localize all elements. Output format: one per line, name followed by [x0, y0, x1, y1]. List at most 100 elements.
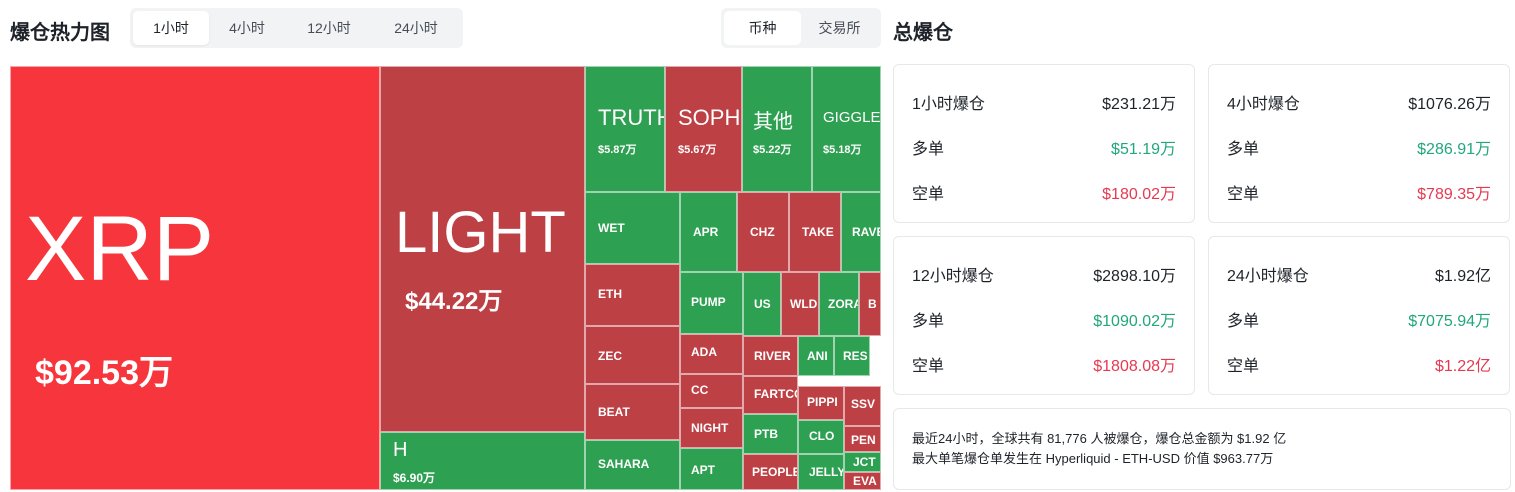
- card-12h: 12小时爆仓 $2898.10万 多单 $1090.02万 空单 $1808.08万: [893, 236, 1195, 395]
- total-liquidation-title: 总爆仓: [893, 22, 953, 44]
- heatmap-cell-pump[interactable]: PUMP: [680, 272, 743, 334]
- short-value: $789.35万: [1417, 186, 1491, 203]
- tab-4h[interactable]: 4小时: [229, 20, 265, 36]
- heatmap-cell-cc[interactable]: CC: [680, 374, 743, 408]
- cell-symbol: WET: [598, 221, 625, 235]
- cell-symbol: 其他: [753, 111, 793, 133]
- long-value: $51.19万: [1111, 141, 1176, 158]
- long-value: $7075.94万: [1408, 313, 1491, 330]
- short-value: $180.02万: [1102, 186, 1176, 203]
- heatmap-cell-river[interactable]: RIVER: [743, 336, 798, 376]
- cell-value: $5.22万: [753, 144, 792, 156]
- cell-symbol: JCT: [853, 455, 876, 469]
- heatmap-cell-apr[interactable]: APR: [680, 192, 737, 272]
- cell-symbol: ZORA: [828, 297, 859, 311]
- total-value: $231.21万: [1102, 96, 1176, 113]
- liquidation-summary: 最近24小时，全球共有 81,776 人被爆仓，爆仓总金额为 $1.92 亿 最…: [893, 408, 1511, 490]
- heatmap-cell-night[interactable]: NIGHT: [680, 408, 743, 448]
- heatmap-cell-wld[interactable]: WLD: [781, 272, 819, 336]
- period-label: 24小时爆仓: [1227, 268, 1309, 285]
- heatmap-cell-beat[interactable]: BEAT: [585, 384, 680, 440]
- total-value: $2898.10万: [1093, 268, 1176, 285]
- cell-symbol: B: [868, 297, 877, 311]
- cell-symbol: BEAT: [598, 405, 630, 419]
- heatmap-cell-eth[interactable]: ETH: [585, 264, 680, 326]
- period-label: 1小时爆仓: [912, 96, 985, 113]
- heatmap-cell-soph[interactable]: SOPH $5.67万: [665, 66, 742, 192]
- tab-exchange[interactable]: 交易所: [818, 20, 861, 36]
- short-label: 空单: [912, 186, 945, 203]
- cell-value: $44.22万: [405, 288, 503, 315]
- cell-symbol: TAKE: [802, 225, 834, 239]
- heatmap-cell-b[interactable]: B: [859, 272, 881, 336]
- heatmap-cell-rave[interactable]: RAVE: [841, 192, 881, 272]
- long-value: $1090.02万: [1093, 313, 1176, 330]
- heatmap-cell-pippi[interactable]: PIPPI: [798, 386, 844, 420]
- heatmap-cell-jct[interactable]: JCT: [844, 452, 881, 472]
- heatmap-cell-truth[interactable]: TRUTH $5.87万: [585, 66, 665, 192]
- heatmap-cell-其他[interactable]: 其他 $5.22万: [742, 66, 812, 192]
- period-label: 12小时爆仓: [912, 268, 994, 285]
- heatmap-cell-us[interactable]: US: [743, 272, 781, 336]
- heatmap-cell-zora[interactable]: ZORA: [819, 272, 859, 336]
- cell-symbol: APT: [691, 463, 715, 477]
- card-24h: 24小时爆仓 $1.92亿 多单 $7075.94万 空单 $1.22亿: [1208, 236, 1510, 395]
- heatmap-cell-light[interactable]: LIGHT $44.22万: [380, 66, 585, 432]
- cell-symbol: WLD: [790, 297, 818, 311]
- summary-line-1: 最近24小时，全球共有 81,776 人被爆仓，爆仓总金额为 $1.92 亿: [912, 431, 1287, 446]
- card-4h: 4小时爆仓 $1076.26万 多单 $286.91万 空单 $789.35万: [1208, 64, 1510, 223]
- heatmap-cell-ada[interactable]: ADA: [680, 334, 743, 374]
- heatmap-cell-chz[interactable]: CHZ: [737, 192, 789, 272]
- heatmap-cell-xrp[interactable]: XRP $92.53万: [10, 66, 380, 490]
- cell-symbol: RES: [843, 349, 868, 363]
- cell-symbol: SAHARA: [598, 457, 650, 471]
- summary-line-2: 最大单笔爆仓单发生在 Hyperliquid - ETH-USD 价值 $963…: [912, 451, 1274, 466]
- short-value: $1808.08万: [1093, 358, 1176, 375]
- heatmap-cell-zec[interactable]: ZEC: [585, 326, 680, 384]
- heatmap-cell-ssv[interactable]: SSV: [844, 386, 881, 426]
- short-label: 空单: [1227, 358, 1260, 375]
- total-value: $1.92亿: [1434, 268, 1491, 285]
- heatmap-cell-ani[interactable]: ANI: [798, 336, 834, 376]
- long-label: 多单: [1227, 313, 1260, 330]
- tab-12h[interactable]: 12小时: [307, 20, 351, 36]
- heatmap-cell-clo[interactable]: CLO: [798, 420, 844, 454]
- heatmap-cell-jelly[interactable]: JELLY: [798, 454, 844, 490]
- heatmap-cell-eva[interactable]: EVA: [844, 472, 881, 490]
- heatmap-cell-res[interactable]: RES: [834, 336, 870, 376]
- heatmap-cell-apt[interactable]: APT: [680, 448, 743, 490]
- heatmap-cell-pen[interactable]: PEN: [844, 426, 881, 452]
- cell-symbol: LIGHT: [395, 200, 566, 265]
- cell-symbol: XRP: [25, 198, 215, 300]
- cell-value: $5.87万: [598, 144, 637, 156]
- cell-symbol: PIPPI: [807, 395, 838, 409]
- cell-symbol: ZEC: [598, 349, 622, 363]
- group-mode-tabs: 币种 交易所: [721, 8, 881, 48]
- cell-symbol: JELLY: [809, 465, 844, 479]
- cell-symbol: ETH: [598, 287, 622, 301]
- cell-symbol: CHZ: [750, 225, 775, 239]
- heatmap-cell-h[interactable]: H $6.90万: [380, 432, 585, 490]
- heatmap-cell-fartco[interactable]: FARTCO: [743, 376, 798, 414]
- cell-symbol: CLO: [809, 429, 835, 443]
- tab-coin[interactable]: 币种: [724, 11, 801, 45]
- heatmap-cell-wet[interactable]: WET: [585, 192, 680, 264]
- time-range-tabs: 1小时 4小时 12小时 24小时: [130, 8, 463, 48]
- cell-symbol: FARTCO: [754, 387, 797, 401]
- heatmap-cell-giggle[interactable]: GIGGLE $5.18万: [812, 66, 881, 192]
- heatmap-cell-ptb[interactable]: PTB: [743, 414, 798, 454]
- tab-24h[interactable]: 24小时: [394, 20, 438, 36]
- heatmap-title: 爆仓热力图: [10, 22, 110, 44]
- cell-value: $6.90万: [393, 471, 436, 485]
- tab-1h[interactable]: 1小时: [133, 11, 209, 45]
- heatmap-cell-sahara[interactable]: SAHARA: [585, 440, 680, 490]
- cell-symbol: SOPH: [678, 105, 741, 130]
- heatmap-cell-take[interactable]: TAKE: [789, 192, 841, 272]
- cell-symbol: PEOPLE: [752, 465, 798, 479]
- short-label: 空单: [912, 358, 945, 375]
- card-1h: 1小时爆仓 $231.21万 多单 $51.19万 空单 $180.02万: [893, 64, 1195, 223]
- cell-symbol: NIGHT: [691, 421, 729, 435]
- heatmap-cell-people[interactable]: PEOPLE: [743, 454, 798, 490]
- cell-symbol: GIGGLE: [823, 109, 881, 126]
- cell-symbol: EVA: [853, 474, 877, 488]
